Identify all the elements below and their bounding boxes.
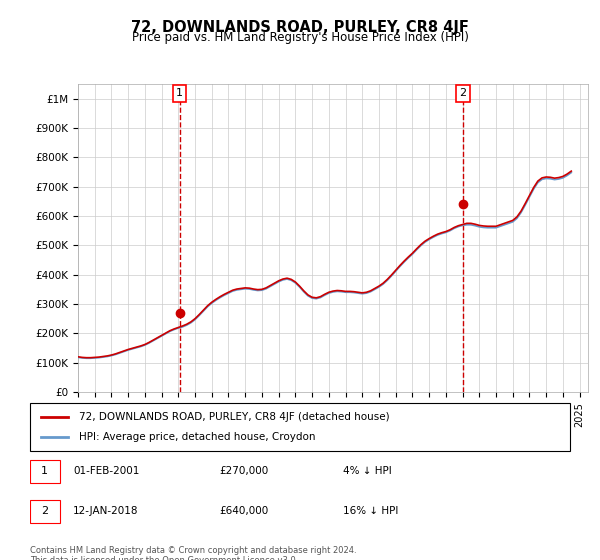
Text: 01-FEB-2001: 01-FEB-2001 [73, 466, 140, 477]
FancyBboxPatch shape [30, 500, 60, 523]
Text: Price paid vs. HM Land Registry's House Price Index (HPI): Price paid vs. HM Land Registry's House … [131, 31, 469, 44]
Text: Contains HM Land Registry data © Crown copyright and database right 2024.
This d: Contains HM Land Registry data © Crown c… [30, 546, 356, 560]
Text: HPI: Average price, detached house, Croydon: HPI: Average price, detached house, Croy… [79, 432, 315, 442]
Text: 12-JAN-2018: 12-JAN-2018 [73, 506, 139, 516]
Text: 16% ↓ HPI: 16% ↓ HPI [343, 506, 398, 516]
Text: £640,000: £640,000 [219, 506, 268, 516]
FancyBboxPatch shape [30, 403, 570, 451]
Text: 1: 1 [41, 466, 48, 477]
FancyBboxPatch shape [30, 460, 60, 483]
Text: 2: 2 [460, 88, 467, 98]
Text: 1: 1 [176, 88, 183, 98]
Text: 2: 2 [41, 506, 48, 516]
Text: 72, DOWNLANDS ROAD, PURLEY, CR8 4JF (detached house): 72, DOWNLANDS ROAD, PURLEY, CR8 4JF (det… [79, 412, 389, 422]
Text: 72, DOWNLANDS ROAD, PURLEY, CR8 4JF: 72, DOWNLANDS ROAD, PURLEY, CR8 4JF [131, 20, 469, 35]
Text: £270,000: £270,000 [219, 466, 268, 477]
Text: 4% ↓ HPI: 4% ↓ HPI [343, 466, 392, 477]
